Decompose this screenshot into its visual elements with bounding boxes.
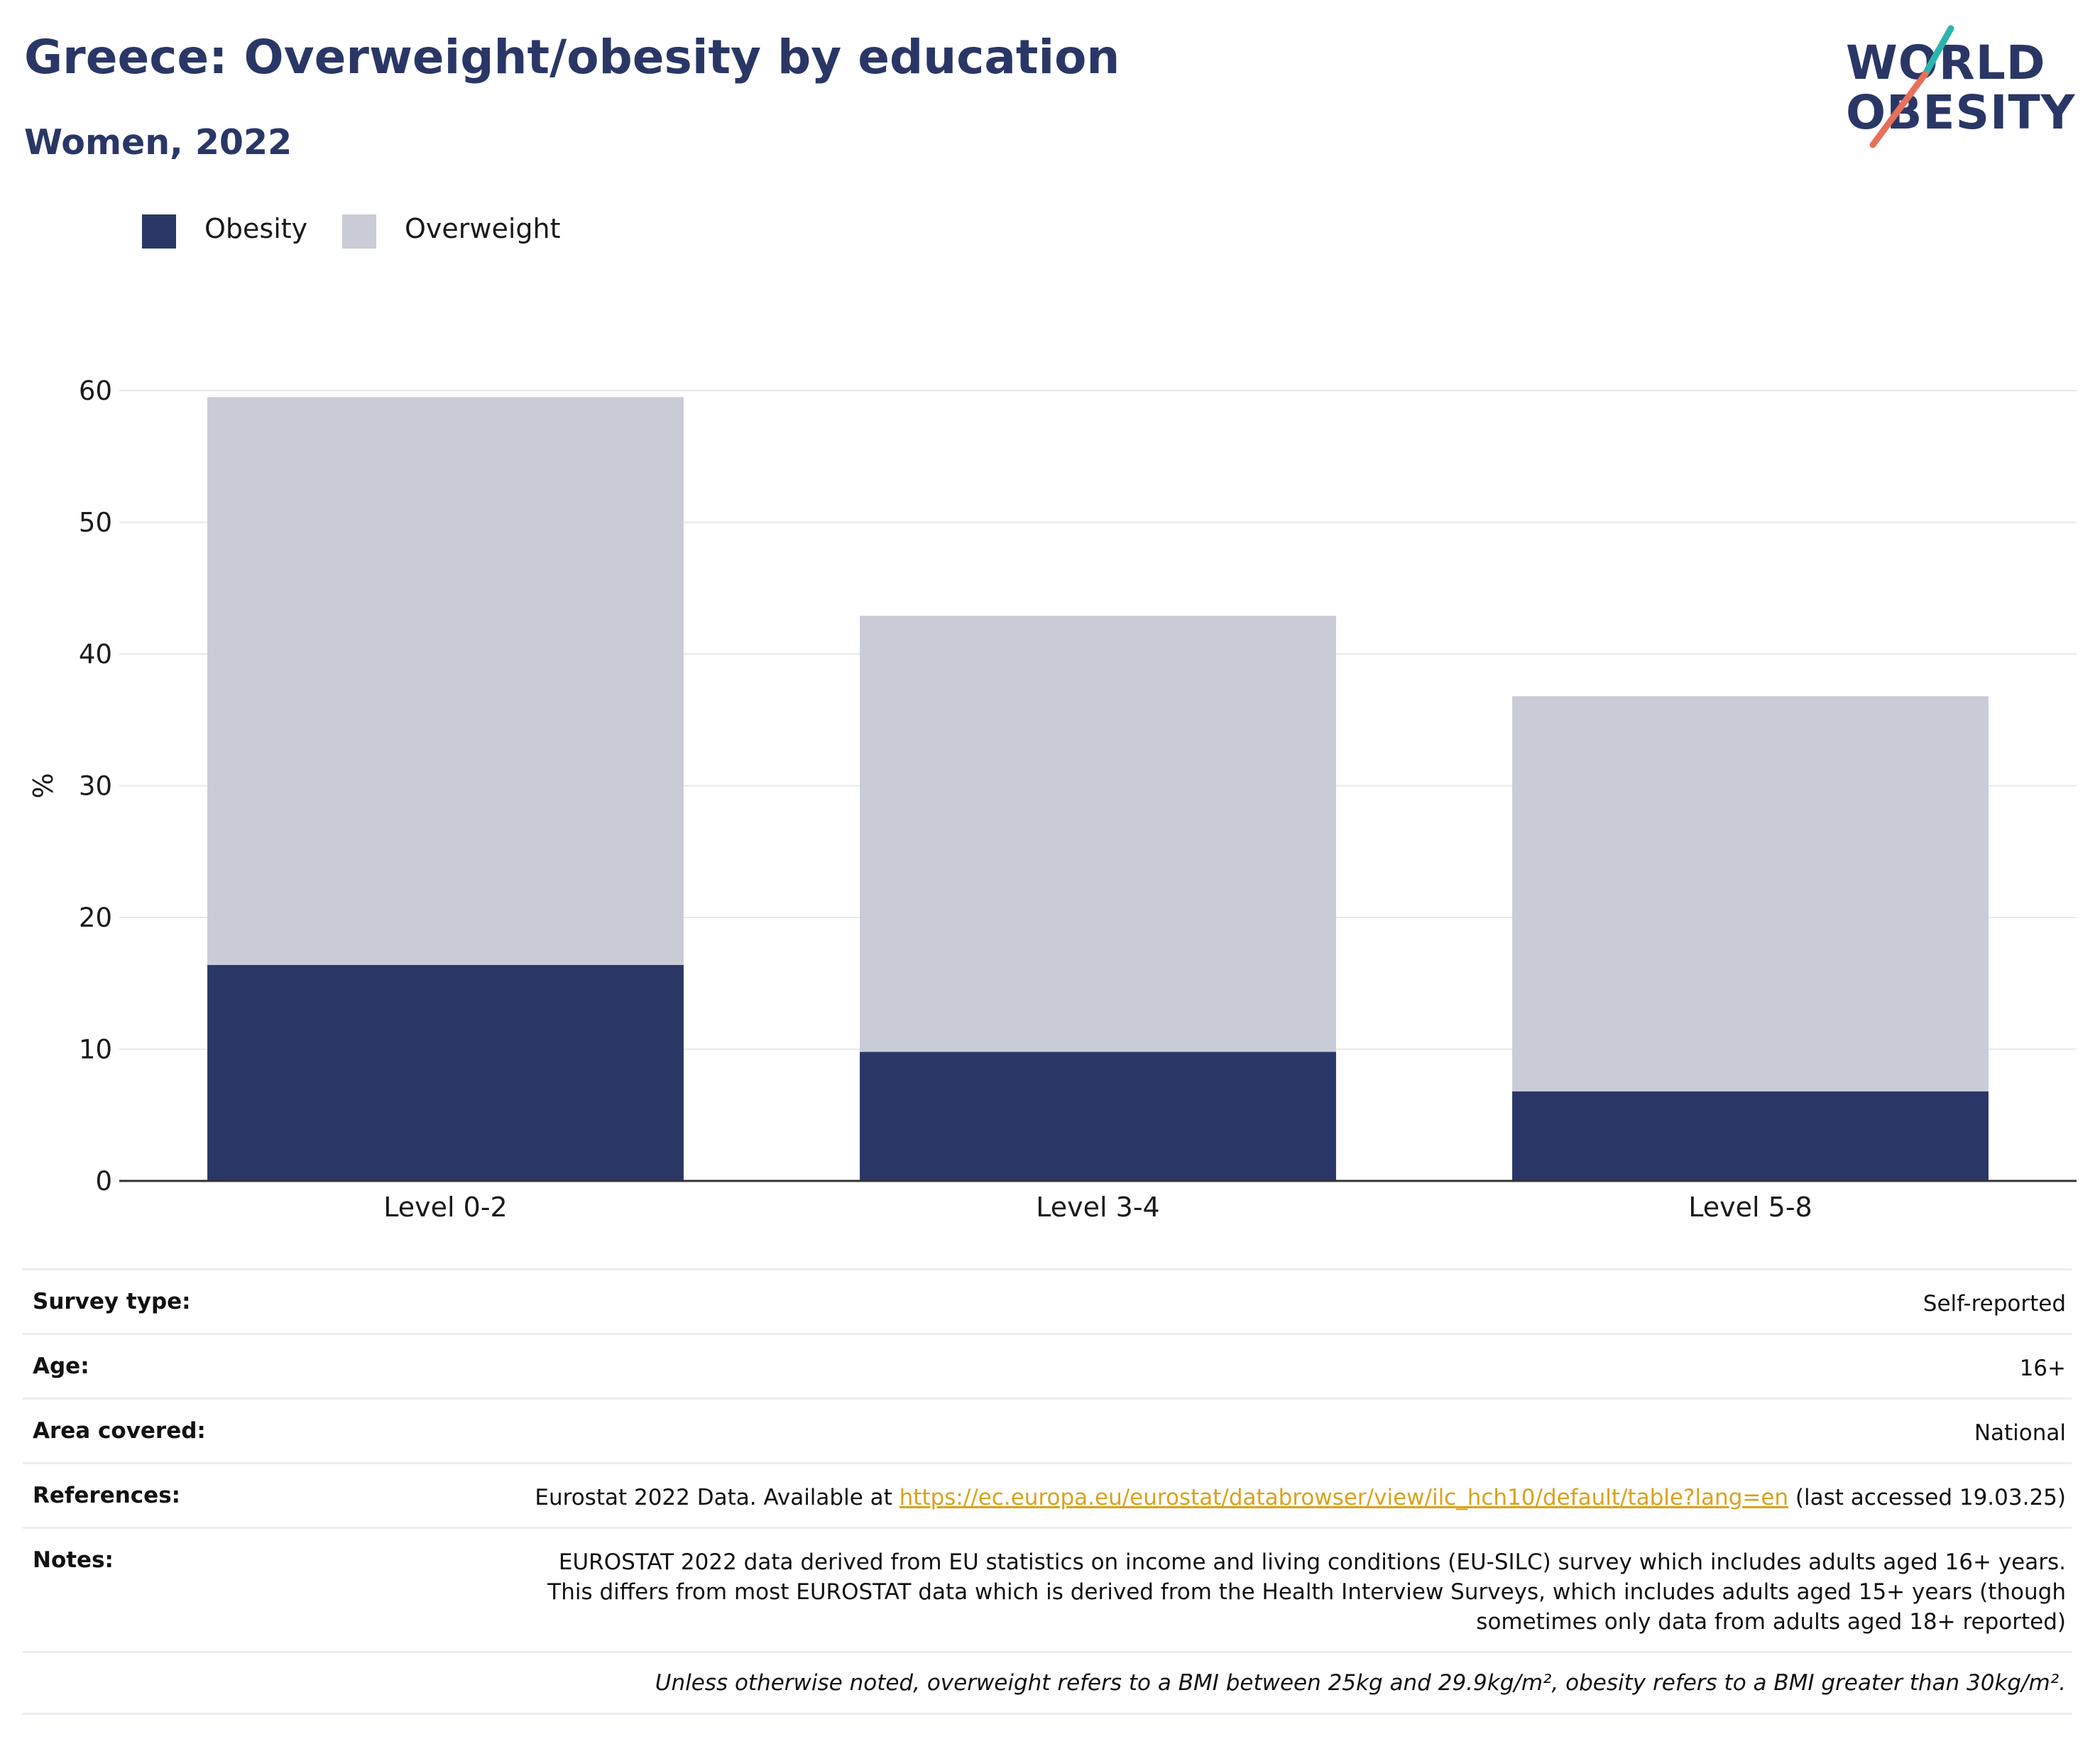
legend-label-obesity: Obesity: [204, 213, 308, 244]
age-value: 16+: [2019, 1356, 2066, 1381]
info-row-references: References: Eurostat 2022 Data. Availabl…: [23, 1462, 2072, 1527]
notes-label: Notes:: [33, 1547, 114, 1573]
chart-subtitle: Women, 2022: [24, 122, 292, 163]
y-tick-label-60: 60: [79, 376, 112, 406]
bar-obesity-1: [207, 964, 684, 1181]
info-row-age: Age: 16+: [23, 1333, 2072, 1397]
y-tick-label-40: 40: [79, 639, 112, 670]
info-row-survey-type: Survey type: Self-reported: [23, 1268, 2072, 1333]
y-tick-label-50: 50: [79, 508, 112, 538]
age-label: Age:: [33, 1353, 89, 1379]
y-axis-label: %: [28, 773, 59, 798]
survey-type-value: Self-reported: [1923, 1291, 2066, 1317]
info-row-area: Area covered: National: [23, 1397, 2072, 1462]
info-row-notes: Notes: EUROSTAT 2022 data derived from E…: [23, 1527, 2072, 1651]
chart-title: Greece: Overweight/obesity by education: [24, 30, 1120, 85]
info-table: Survey type: Self-reported Age: 16+ Area…: [23, 1268, 2072, 1715]
bar-overweight-3: [1512, 696, 1989, 1091]
references-prefix: Eurostat 2022 Data. Available at: [535, 1485, 899, 1510]
survey-type-label: Survey type:: [33, 1289, 191, 1314]
bar-obesity-2: [860, 1052, 1336, 1181]
x-tick-label-2: Level 3-4: [1036, 1192, 1159, 1223]
bmi-footnote: Unless otherwise noted, overweight refer…: [23, 1651, 2072, 1715]
references-value: Eurostat 2022 Data. Available at https:/…: [534, 1464, 2072, 1527]
x-tick-label-1: Level 0-2: [383, 1192, 507, 1223]
bar-chart: 0 10 20 30 40 50 60% Level 0-2 Level 3-4 Level 5-…: [28, 376, 2077, 1223]
bar-obesity-3: [1512, 1091, 1989, 1181]
references-suffix: (last accessed 19.03.25): [1788, 1485, 2066, 1510]
logo-slash-coral: [1869, 70, 1929, 148]
x-tick-label-3: Level 5-8: [1688, 1192, 1812, 1223]
legend-swatch-overweight: [342, 214, 376, 249]
legend-label-overweight: Overweight: [405, 213, 561, 244]
logo-slash-teal: [1922, 25, 1954, 77]
references-link[interactable]: https://ec.europa.eu/eurostat/databrowse…: [899, 1485, 1789, 1510]
y-tick-label-10: 10: [79, 1035, 112, 1065]
area-value: National: [1974, 1420, 2066, 1446]
notes-value: EUROSTAT 2022 data derived from EU stati…: [547, 1549, 2066, 1635]
area-label: Area covered:: [33, 1418, 206, 1444]
world-obesity-logo: WORLD OBESITY: [1846, 14, 2087, 156]
references-label: References:: [33, 1483, 181, 1508]
legend-swatch-obesity: [142, 214, 176, 249]
y-tick-label-0: 0: [95, 1166, 112, 1197]
y-tick-label-30: 30: [79, 771, 112, 802]
bar-overweight-1: [207, 397, 684, 965]
logo-slash-icon: [1869, 25, 1954, 148]
bar-overweight-2: [860, 616, 1336, 1052]
y-tick-label-20: 20: [79, 903, 112, 933]
